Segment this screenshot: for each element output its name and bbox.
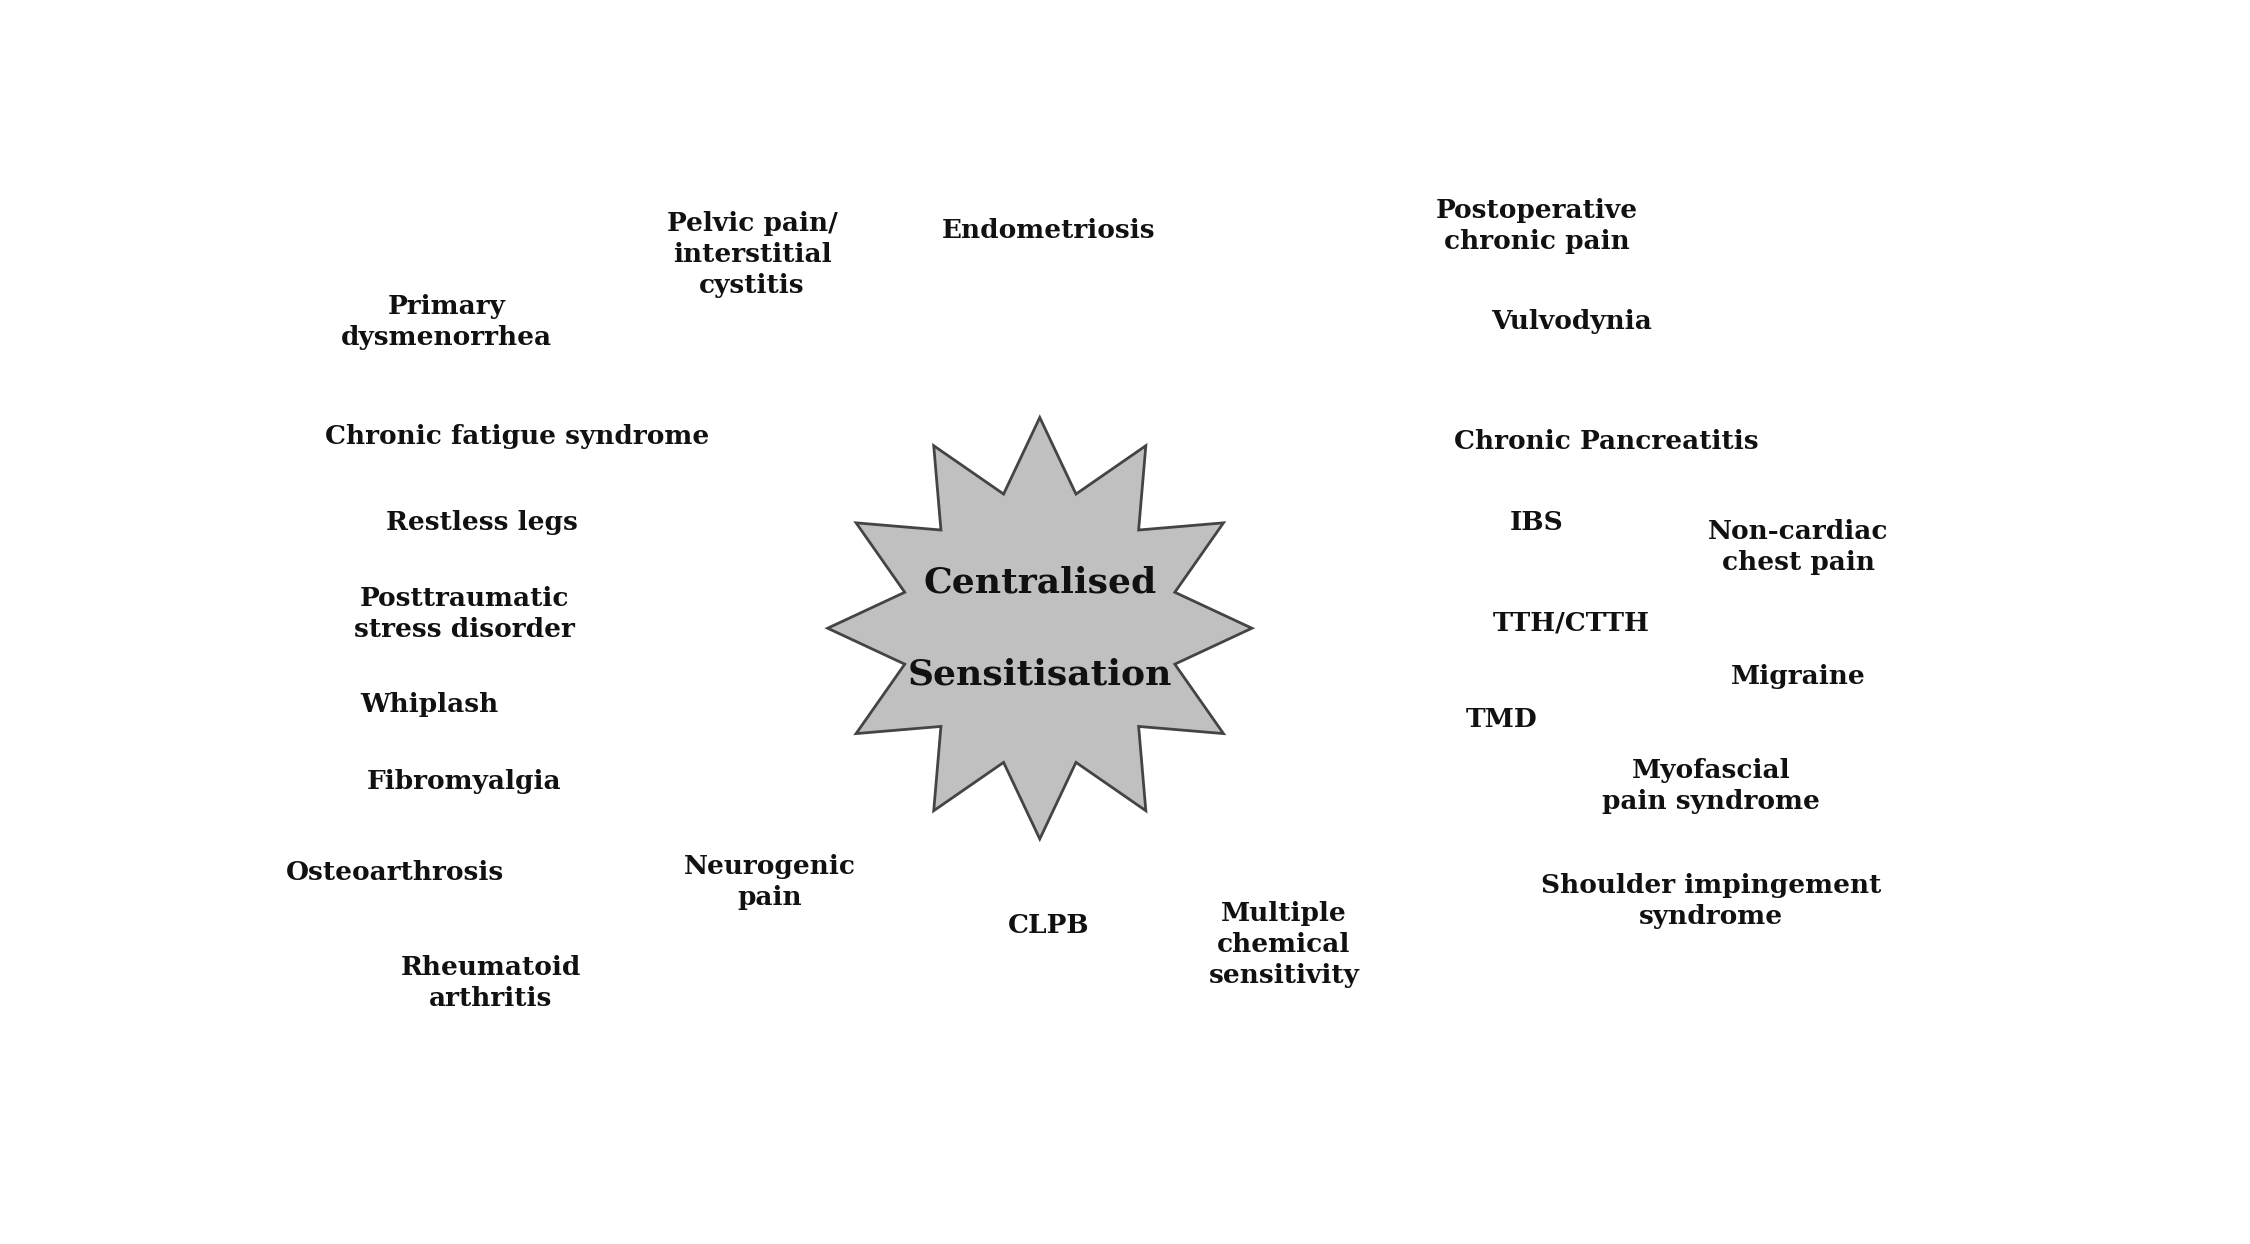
Text: Sensitisation: Sensitisation <box>907 657 1172 692</box>
Text: Migraine: Migraine <box>1730 663 1865 689</box>
Text: Vulvodynia: Vulvodynia <box>1492 310 1652 335</box>
Text: Endometriosis: Endometriosis <box>943 218 1154 243</box>
Text: Whiplash: Whiplash <box>360 693 500 718</box>
Text: Centralised: Centralised <box>922 565 1156 600</box>
Text: Rheumatoid
arthritis: Rheumatoid arthritis <box>400 954 580 1010</box>
Text: Myofascial
pain syndrome: Myofascial pain syndrome <box>1602 759 1820 815</box>
Text: TMD: TMD <box>1467 707 1537 731</box>
Text: Primary
dysmenorrhea: Primary dysmenorrhea <box>342 294 554 350</box>
Text: Fibromyalgia: Fibromyalgia <box>367 769 562 794</box>
Text: CLPB: CLPB <box>1008 913 1089 938</box>
Text: Osteoarthrosis: Osteoarthrosis <box>286 860 504 884</box>
Text: Restless legs: Restless legs <box>385 510 578 535</box>
Text: Neurogenic
pain: Neurogenic pain <box>684 855 855 911</box>
Text: Posttraumatic
stress disorder: Posttraumatic stress disorder <box>353 586 574 642</box>
Text: Multiple
chemical
sensitivity: Multiple chemical sensitivity <box>1208 901 1359 988</box>
Text: Chronic fatigue syndrome: Chronic fatigue syndrome <box>324 424 709 449</box>
Polygon shape <box>828 418 1251 838</box>
Text: TTH/CTTH: TTH/CTTH <box>1494 611 1649 636</box>
Text: Chronic Pancreatitis: Chronic Pancreatitis <box>1454 429 1760 454</box>
Text: Pelvic pain/
interstitial
cystitis: Pelvic pain/ interstitial cystitis <box>666 211 837 299</box>
Text: IBS: IBS <box>1510 510 1564 535</box>
Text: Postoperative
chronic pain: Postoperative chronic pain <box>1436 198 1638 254</box>
Text: Shoulder impingement
syndrome: Shoulder impingement syndrome <box>1541 873 1881 929</box>
Text: Non-cardiac
chest pain: Non-cardiac chest pain <box>1708 519 1888 575</box>
